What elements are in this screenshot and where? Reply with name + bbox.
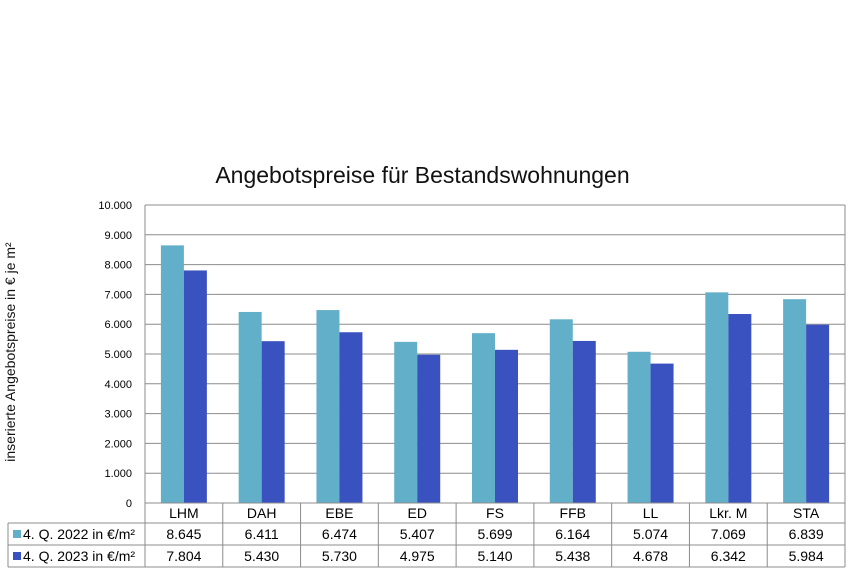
bar-2 [417,354,441,503]
x-tick-label: EBE [325,505,353,521]
data-label: 6.839 [789,526,824,542]
bar-1 [472,333,495,503]
legend-key [13,552,21,560]
data-label: 5.438 [555,548,590,564]
y-tick-label: 10.000 [98,200,132,212]
bar-2 [806,324,830,503]
data-label: 6.164 [555,526,590,542]
chart-title: Angebotspreise für Bestandswohnungen [215,162,630,188]
data-label: 6.342 [711,548,746,564]
data-label: 6.474 [322,526,357,542]
data-label: 4.678 [633,548,668,564]
bar-1 [238,311,262,503]
y-tick-label: 7.000 [104,289,132,301]
y-tick-label: 9.000 [104,230,132,242]
bar-1 [783,299,807,503]
bar-1 [627,351,651,503]
x-tick-label: FFB [560,505,586,521]
x-tick-label: ED [407,505,426,521]
data-label: 5.140 [477,548,512,564]
data-label: 5.730 [322,548,357,564]
bar-1 [160,245,184,503]
data-label: 5.984 [789,548,824,564]
data-label: 5.699 [477,526,512,542]
y-tick-label: 6.000 [104,319,132,331]
bar-2 [261,341,285,503]
bar-2 [728,314,752,503]
data-label: 8.645 [166,526,201,542]
y-tick-label: 2.000 [104,438,132,450]
x-tick-label: Lkr. M [709,505,747,521]
bar-2 [339,332,363,503]
data-label: 4.975 [400,548,435,564]
x-tick-label: DAH [247,505,277,521]
data-label: 7.069 [711,526,746,542]
bar-1 [705,292,729,503]
y-tick-label: 1.000 [104,468,132,480]
data-label: 5.074 [633,526,668,542]
bar-1 [394,341,418,503]
bar-2 [572,340,596,503]
x-tick-label: LHM [169,505,199,521]
legend-label: 4. Q. 2022 in €/m² [23,526,135,542]
x-tick-label: LL [643,505,659,521]
bar-2 [495,349,518,503]
x-tick-label: FS [486,505,504,521]
data-label: 7.804 [166,548,201,564]
legend-label: 4. Q. 2023 in €/m² [23,548,135,564]
legend-key [13,530,21,538]
x-tick-label: STA [793,505,820,521]
data-label: 5.407 [400,526,435,542]
bar-1 [549,319,573,503]
y-tick-label: 0 [126,498,132,510]
bar-2 [650,363,674,503]
bar-2 [183,270,207,503]
y-tick-label: 8.000 [104,260,132,272]
data-label: 6.411 [245,526,279,542]
y-tick-label: 4.000 [104,379,132,391]
bar-1 [316,310,340,503]
y-tick-label: 3.000 [104,409,132,421]
data-label: 5.430 [244,548,279,564]
y-tick-label: 5.000 [104,349,132,361]
